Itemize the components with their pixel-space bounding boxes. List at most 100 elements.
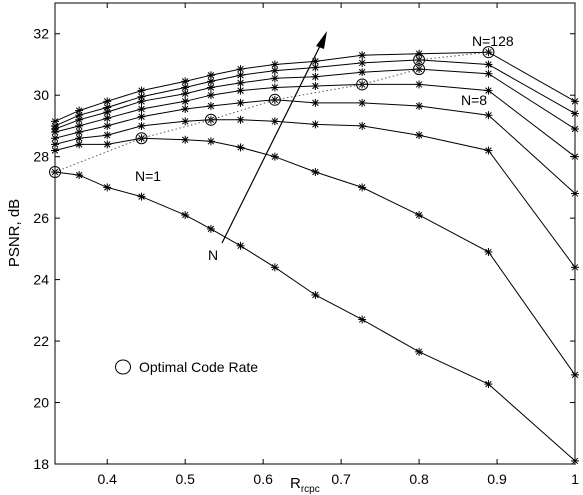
x-axis-title-main: R bbox=[290, 475, 301, 492]
data-point bbox=[51, 117, 59, 125]
data-point bbox=[75, 171, 83, 179]
data-point bbox=[571, 153, 579, 161]
x-tick-label: 0.7 bbox=[331, 471, 351, 487]
data-point bbox=[103, 122, 111, 130]
data-point bbox=[237, 116, 245, 124]
data-point bbox=[103, 140, 111, 148]
data-point bbox=[484, 380, 492, 388]
data-point bbox=[207, 102, 215, 110]
data-point bbox=[571, 371, 579, 379]
data-point bbox=[271, 74, 279, 82]
data-point bbox=[358, 316, 366, 324]
data-point bbox=[571, 110, 579, 118]
legend-label: Optimal Code Rate bbox=[139, 359, 258, 375]
data-point bbox=[271, 84, 279, 92]
data-point bbox=[138, 193, 146, 201]
data-point bbox=[358, 122, 366, 130]
data-point bbox=[311, 168, 319, 176]
y-tick-label: 22 bbox=[33, 333, 49, 349]
x-tick-label: 1 bbox=[571, 471, 579, 487]
arrow-label-n: N bbox=[208, 247, 218, 263]
data-point bbox=[311, 99, 319, 107]
data-point bbox=[207, 71, 215, 79]
data-point bbox=[138, 113, 146, 121]
annotation-n128: N=128 bbox=[472, 33, 514, 49]
data-point bbox=[571, 457, 579, 465]
annotation-n8: N=8 bbox=[461, 92, 487, 108]
y-tick-label: 28 bbox=[33, 149, 49, 165]
x-tick-label: 0.6 bbox=[253, 471, 273, 487]
data-point bbox=[181, 117, 189, 125]
data-point bbox=[207, 91, 215, 99]
plot-area-frame bbox=[55, 3, 575, 464]
data-point bbox=[571, 263, 579, 271]
data-point bbox=[311, 73, 319, 81]
x-tick-label: 0.8 bbox=[409, 471, 429, 487]
x-axis-title: Rrcpc bbox=[290, 475, 320, 495]
data-point bbox=[103, 97, 111, 105]
data-point bbox=[311, 120, 319, 128]
data-point bbox=[103, 131, 111, 139]
annotation-n1: N=1 bbox=[135, 168, 161, 184]
data-point bbox=[237, 242, 245, 250]
data-point bbox=[484, 147, 492, 155]
data-point bbox=[75, 107, 83, 115]
data-point bbox=[237, 87, 245, 95]
x-tick-label: 0.9 bbox=[487, 471, 507, 487]
data-point bbox=[415, 50, 423, 58]
data-point bbox=[237, 79, 245, 87]
data-point bbox=[207, 225, 215, 233]
y-tick-label: 26 bbox=[33, 210, 49, 226]
data-point bbox=[271, 263, 279, 271]
data-point bbox=[181, 105, 189, 113]
data-point bbox=[51, 168, 59, 176]
x-tick-label: 0.5 bbox=[175, 471, 195, 487]
data-point bbox=[138, 87, 146, 95]
y-tick-label: 18 bbox=[33, 456, 49, 472]
data-point bbox=[571, 190, 579, 198]
data-point bbox=[237, 143, 245, 151]
data-point bbox=[311, 82, 319, 90]
data-point bbox=[181, 77, 189, 85]
data-point bbox=[358, 68, 366, 76]
y-tick-label: 20 bbox=[33, 395, 49, 411]
data-point bbox=[271, 96, 279, 104]
data-point bbox=[415, 211, 423, 219]
data-point bbox=[181, 211, 189, 219]
data-point bbox=[237, 99, 245, 107]
data-point bbox=[484, 70, 492, 78]
data-point bbox=[415, 131, 423, 139]
data-point bbox=[311, 291, 319, 299]
data-point bbox=[358, 183, 366, 191]
data-point bbox=[207, 137, 215, 145]
data-point bbox=[484, 248, 492, 256]
y-tick-label: 32 bbox=[33, 26, 49, 42]
data-point bbox=[271, 153, 279, 161]
y-tick-label: 24 bbox=[33, 272, 49, 288]
x-axis-title-sub: rcpc bbox=[301, 484, 320, 495]
data-point bbox=[358, 59, 366, 67]
data-point bbox=[415, 65, 423, 73]
data-point bbox=[415, 348, 423, 356]
data-point bbox=[415, 80, 423, 88]
data-point bbox=[237, 65, 245, 73]
data-point bbox=[271, 117, 279, 125]
data-point bbox=[571, 125, 579, 133]
data-point bbox=[484, 111, 492, 119]
data-point bbox=[571, 97, 579, 105]
data-point bbox=[415, 102, 423, 110]
y-axis-title: PSNR, dB bbox=[6, 199, 23, 267]
data-point bbox=[138, 122, 146, 130]
data-point bbox=[358, 51, 366, 59]
data-point bbox=[484, 48, 492, 56]
x-tick-label: 0.4 bbox=[97, 471, 117, 487]
data-point bbox=[181, 97, 189, 105]
data-point bbox=[138, 105, 146, 113]
data-point bbox=[103, 183, 111, 191]
data-point bbox=[484, 60, 492, 68]
data-point bbox=[358, 99, 366, 107]
y-tick-label: 30 bbox=[33, 87, 49, 103]
data-point bbox=[271, 60, 279, 68]
data-point bbox=[181, 136, 189, 144]
